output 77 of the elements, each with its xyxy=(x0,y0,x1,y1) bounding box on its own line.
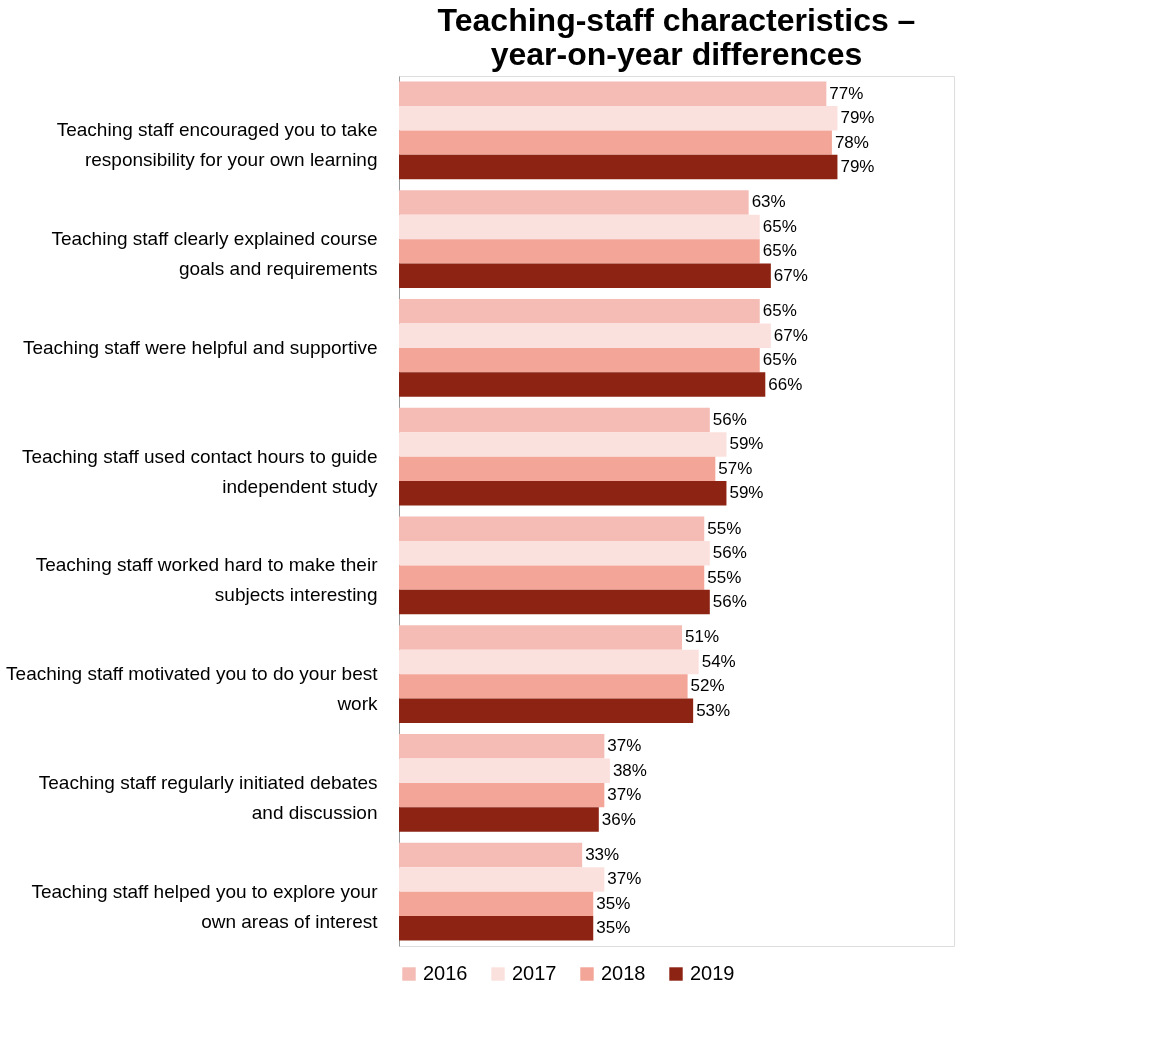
data-label: 56% xyxy=(712,592,747,612)
chart-title: Teaching-staff characteristics – year-on-year differences xyxy=(437,2,916,72)
data-label: 79% xyxy=(840,108,875,128)
bar xyxy=(399,105,838,131)
data-label: 78% xyxy=(834,132,869,152)
bar xyxy=(399,867,605,892)
data-label: 59% xyxy=(729,434,764,454)
data-label: 67% xyxy=(773,325,808,345)
bar xyxy=(399,263,771,289)
bar xyxy=(399,516,705,541)
bar xyxy=(399,347,760,373)
bar xyxy=(399,807,599,832)
y-tick-label: Teaching staff encouraged you to take responsibility for your own learning xyxy=(56,119,378,171)
bar xyxy=(399,891,594,917)
data-label: 37% xyxy=(607,869,642,889)
legend-label: 2016 xyxy=(423,962,468,984)
y-tick-label: Teaching staff clearly explained course goals and requirements xyxy=(51,228,378,280)
bar xyxy=(399,842,583,868)
data-label: 56% xyxy=(712,543,747,563)
data-label: 55% xyxy=(707,567,742,587)
y-tick-label: Teaching staff regularly initiated debates and discussion xyxy=(38,771,378,823)
bar xyxy=(399,407,710,433)
bar xyxy=(399,154,838,180)
data-label: 51% xyxy=(685,627,720,647)
bar xyxy=(399,214,760,240)
bar xyxy=(399,782,605,808)
y-tick-label: Teaching staff worked hard to make their subjects interesting xyxy=(35,554,379,606)
bar xyxy=(399,239,760,264)
data-label: 56% xyxy=(712,409,747,429)
data-label: 55% xyxy=(707,518,742,538)
data-label: 57% xyxy=(718,458,753,478)
legend-label: 2017 xyxy=(512,962,557,984)
bar xyxy=(399,130,832,155)
bar xyxy=(399,432,727,457)
data-label: 59% xyxy=(729,483,764,503)
data-label: 37% xyxy=(607,785,642,805)
bar xyxy=(399,323,771,348)
bar xyxy=(399,540,710,566)
data-label: 35% xyxy=(596,918,631,938)
bar xyxy=(399,456,716,482)
bar xyxy=(399,81,827,106)
data-label: 65% xyxy=(762,301,797,321)
data-label: 65% xyxy=(762,350,797,370)
bar xyxy=(399,190,749,215)
bar xyxy=(399,298,760,324)
y-tick-label: Teaching staff were helpful and supportive xyxy=(22,336,378,358)
data-label: 53% xyxy=(696,700,731,720)
bar xyxy=(399,625,683,650)
data-label: 52% xyxy=(690,676,725,696)
data-label: 38% xyxy=(612,760,647,780)
data-label: 33% xyxy=(585,844,620,864)
data-label: 36% xyxy=(601,809,636,829)
data-label: 37% xyxy=(607,736,642,756)
data-label: 67% xyxy=(773,265,808,285)
data-label: 35% xyxy=(596,893,631,913)
bar xyxy=(399,698,694,724)
bar xyxy=(399,372,766,397)
bar xyxy=(399,758,610,783)
bar xyxy=(399,674,688,699)
bar xyxy=(399,481,727,506)
data-label: 66% xyxy=(768,374,803,394)
y-tick-label: Teaching staff used contact hours to guide independent study xyxy=(21,445,378,497)
legend-label: 2019 xyxy=(690,962,735,984)
data-label: 65% xyxy=(762,241,797,261)
y-tick-label: Teaching staff helped you to explore your own areas of interest xyxy=(31,880,379,932)
bar xyxy=(399,565,705,590)
data-label: 63% xyxy=(751,192,786,212)
data-label: 54% xyxy=(701,651,736,671)
data-label: 77% xyxy=(829,83,864,103)
bar xyxy=(399,589,710,615)
data-label: 65% xyxy=(762,216,797,236)
bar xyxy=(399,733,605,759)
legend-label: 2018 xyxy=(601,962,646,984)
bar xyxy=(399,649,699,675)
bar xyxy=(399,916,594,941)
data-label: 79% xyxy=(840,157,875,177)
y-tick-label: Teaching staff motivated you to do your best work xyxy=(6,663,379,715)
